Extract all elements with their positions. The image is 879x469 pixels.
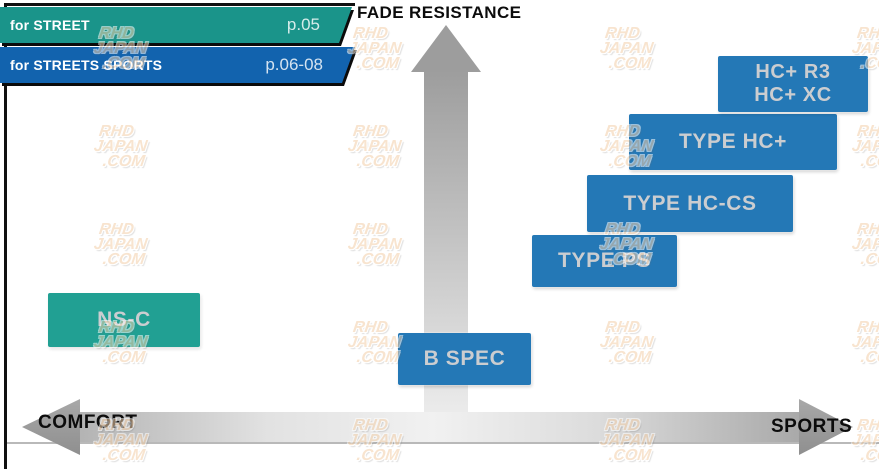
product-box-type-hc-plus: TYPE HC+ <box>629 114 837 170</box>
rhdjapan-watermark: RHD JAPAN .COM <box>598 25 655 72</box>
frame-left-line <box>4 3 7 469</box>
banner-street-sports-page: p.06-08 <box>265 55 323 74</box>
frame-top-line <box>4 3 355 6</box>
rhdjapan-watermark: RHD JAPAN .COM <box>346 123 403 170</box>
rhdjapan-watermark: RHD JAPAN .COM <box>598 319 655 366</box>
product-box-hc-plus-r3-xc: HC+ R3 HC+ XC <box>718 56 868 112</box>
rhdjapan-watermark: RHD JAPAN .COM <box>346 319 403 366</box>
rhdjapan-watermark: RHD JAPAN .COM <box>850 221 879 268</box>
product-box-hc-plus-line2: HC+ XC <box>754 84 832 106</box>
vertical-axis-label: FADE RESISTANCE <box>357 3 522 22</box>
banner-street-sports-label: for STREETS SPORTS <box>10 57 163 73</box>
arrow-up-icon <box>411 25 481 72</box>
banner-street-sports: for STREETS SPORTS p.06-08 <box>0 47 355 83</box>
product-box-ns-c: NS-C <box>48 293 200 347</box>
rhdjapan-watermark: RHD JAPAN .COM <box>346 221 403 268</box>
product-box-hc-plus-line1: HC+ R3 <box>755 61 831 83</box>
chart-bottom-line <box>7 442 879 444</box>
banner-street: for STREET p.05 <box>0 7 352 43</box>
product-box-type-ps: TYPE PS <box>532 235 677 287</box>
rhdjapan-watermark: RHD JAPAN .COM <box>850 319 879 366</box>
banner-street-page: p.05 <box>286 15 320 34</box>
axis-label-comfort: COMFORT <box>38 412 138 433</box>
rhdjapan-watermark: RHD JAPAN .COM <box>92 221 149 268</box>
horizontal-axis-arrow <box>58 412 808 442</box>
product-box-b-spec: B SPEC <box>398 333 531 385</box>
rhdjapan-watermark: RHD JAPAN .COM <box>850 123 879 170</box>
banner-street-label: for STREET <box>10 17 90 33</box>
rhdjapan-watermark: RHD JAPAN .COM <box>92 123 149 170</box>
axis-label-sports: SPORTS <box>771 416 853 437</box>
product-box-type-hc-cs: TYPE HC-CS <box>587 175 793 232</box>
rhdjapan-watermark: RHD JAPAN .COM <box>850 417 879 464</box>
